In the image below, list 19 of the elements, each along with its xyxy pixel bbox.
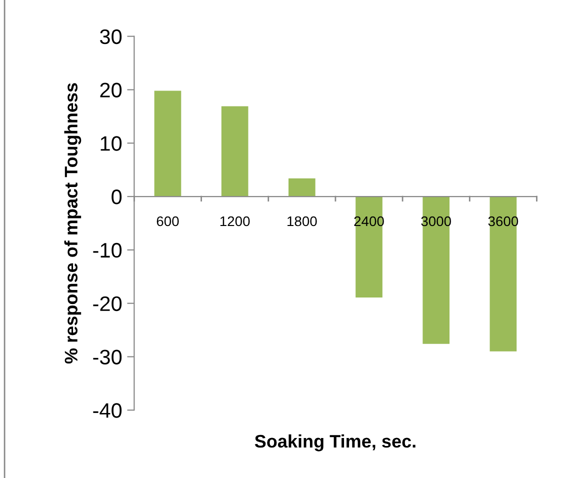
bar: [221, 106, 248, 197]
y-tick-label: 10: [100, 136, 122, 151]
bar: [356, 196, 382, 298]
y-axis-title: % response of mpact Toughness: [64, 83, 82, 364]
y-tick-label: -10: [93, 242, 122, 258]
bar: [422, 196, 450, 344]
bar: [288, 178, 316, 197]
x-tick-label: 1200: [220, 216, 250, 226]
bar: [154, 90, 182, 197]
x-axis-title: Soaking Time, sec.: [254, 434, 416, 452]
x-tick-label: 600: [156, 216, 179, 226]
y-tick-label: 0: [112, 190, 122, 204]
y-tick-label: -20: [93, 296, 122, 312]
y-tick-label: -30: [93, 350, 122, 364]
y-tick-label: -40: [93, 403, 122, 418]
y-tick-label: 20: [100, 82, 122, 98]
y-tick-label: 30: [100, 29, 122, 44]
bar: [490, 196, 517, 352]
x-tick-label: 1800: [288, 216, 317, 226]
